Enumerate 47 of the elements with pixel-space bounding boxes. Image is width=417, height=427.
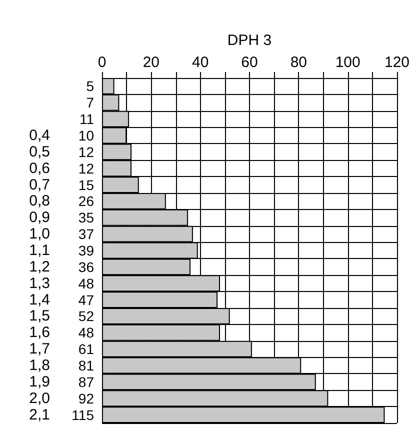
x-tick-label: 20 [142,54,160,71]
x-tick-label: 80 [290,54,308,71]
data-label: 35 [78,210,94,226]
y-tick-label: 1,2 [29,258,50,276]
data-label: 47 [78,292,94,308]
data-label: 115 [72,406,94,423]
data-label: 12 [78,144,94,160]
data-label: 10 [78,128,94,144]
y-tick-label: 0,5 [29,143,50,160]
data-label: 5 [86,78,94,94]
data-label: 48 [78,275,94,292]
data-label: 48 [78,324,94,341]
data-label: 92 [78,390,94,406]
data-label: 81 [78,358,94,374]
data-label: 52 [78,308,94,324]
data-label: 15 [78,176,94,193]
x-tick-label: 120 [384,54,410,71]
y-tick-label: 1,7 [29,340,50,358]
y-tick-label: 1,3 [29,274,50,292]
y-tick-label: 2,0 [29,390,50,407]
data-label: 26 [78,193,94,210]
y-tick-label: 2,1 [29,406,50,424]
y-tick-label: 1,8 [29,357,50,374]
data-label: 7 [86,94,94,111]
y-tick-label: 0,4 [29,127,50,144]
data-label: 11 [79,111,94,128]
x-tick-label: 100 [335,54,360,71]
y-tick-label: 1,5 [29,308,50,325]
y-tick-label: 0,6 [29,160,50,177]
x-axis-title: DPH 3 [227,32,272,49]
data-label: 36 [78,258,94,275]
x-tick-label: 40 [192,54,209,71]
y-tick-label: 0,7 [29,176,50,194]
x-tick-label: 60 [241,54,258,71]
y-tick-label: 1,9 [29,373,50,390]
data-label: 39 [78,242,94,258]
y-tick-label: 1,0 [29,226,50,243]
data-label: 12 [78,160,94,176]
y-tick-label: 1,6 [29,324,50,342]
data-label: 87 [78,374,94,390]
data-label: 37 [78,226,94,242]
y-tick-label: 0,8 [29,192,50,210]
y-tick-label: 0,9 [29,209,50,226]
y-tick-label: 1,4 [29,291,50,308]
x-tick-label: 0 [98,54,106,71]
y-tick-label: 1,1 [29,242,50,259]
data-label: 61 [78,341,94,358]
